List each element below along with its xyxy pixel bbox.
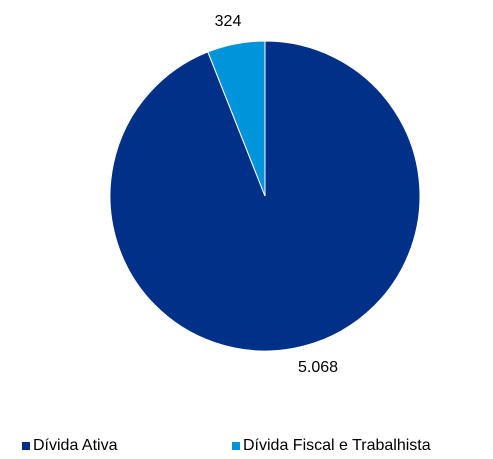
pie-data-labels: 5.068 324 (215, 13, 338, 376)
legend-label-divida-fiscal-trabalhista: Dívida Fiscal e Trabalhista (243, 437, 431, 454)
legend-label-divida-ativa: Dívida Ativa (33, 437, 118, 454)
data-label-divida-ativa: 5.068 (298, 359, 338, 376)
legend-swatch-divida-ativa (22, 442, 30, 450)
legend-item-divida-fiscal-trabalhista: Dívida Fiscal e Trabalhista (232, 436, 431, 456)
chart-legend: Dívida Ativa Dívida Fiscal e Trabalhista (0, 436, 493, 456)
pie-slices (109, 40, 421, 352)
pie-slice-divida-fiscal-trabalhista (207, 40, 266, 197)
legend-swatch-divida-fiscal-trabalhista (232, 442, 240, 450)
data-label-divida-fiscal-trabalhista: 324 (215, 13, 242, 30)
legend-item-divida-ativa: Dívida Ativa (22, 436, 117, 456)
